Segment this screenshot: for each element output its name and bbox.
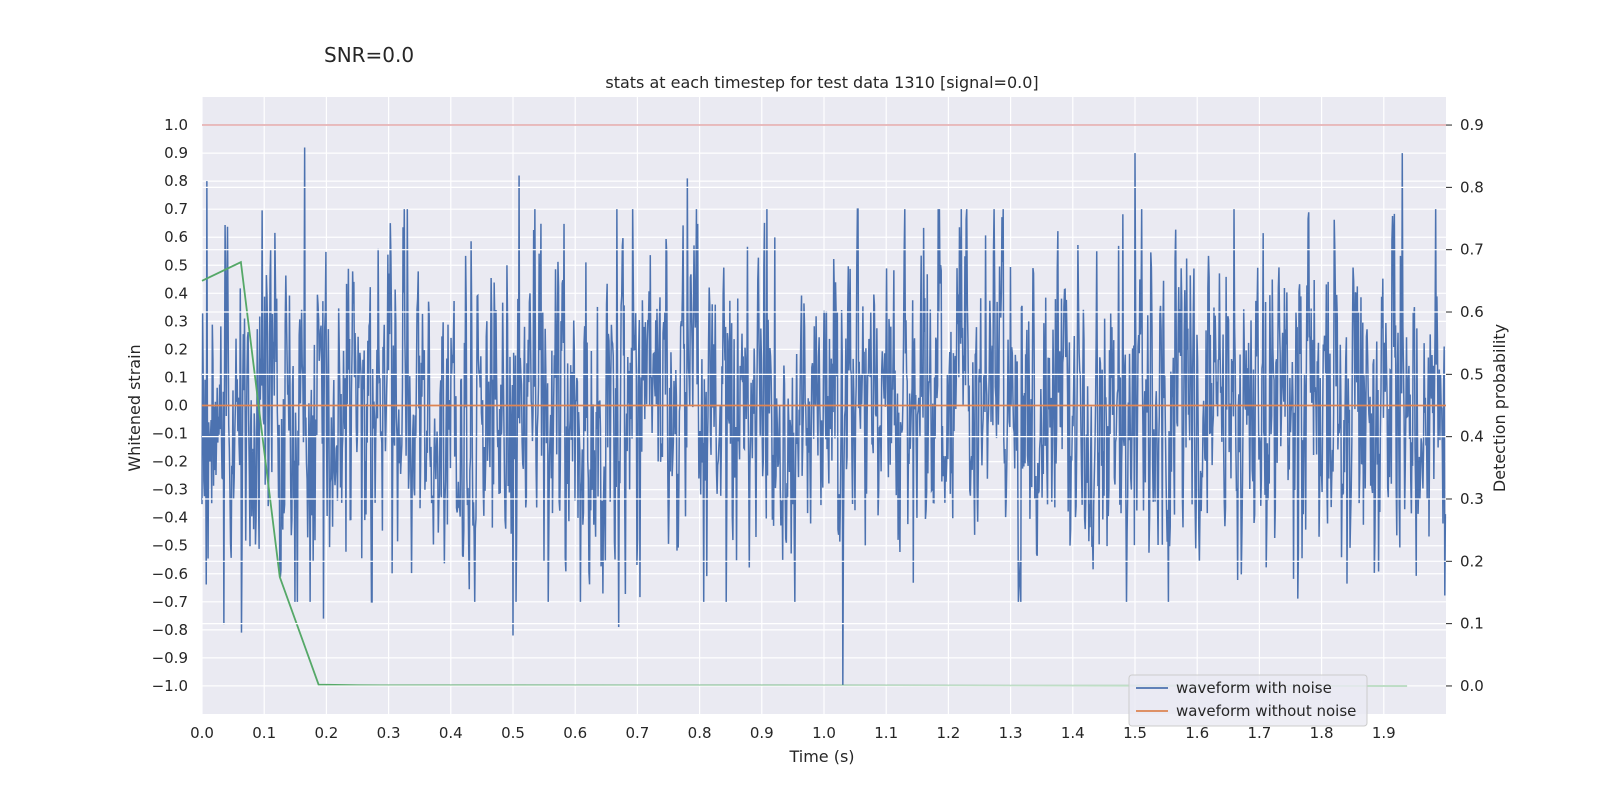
y-tick-label: 0.8 [164,172,188,190]
y-tick-label-right: 0.2 [1460,552,1484,570]
y-tick-label: −0.9 [152,649,188,667]
y-tick-label: 0.1 [164,368,188,386]
y-tick-label-right: 0.3 [1460,490,1484,508]
x-ticks: 0.0 0.1 0.2 0.3 0.4 0.5 0.6 0.7 0.8 0.9 1.0 1.1 1.2 1… [190,724,1396,742]
y-tick-label-right: 0.6 [1460,303,1484,321]
x-tick-label: 1.7 [1247,724,1271,742]
x-tick-label: 1.4 [1061,724,1085,742]
x-tick-label: 0.2 [314,724,338,742]
x-axis-label: Time (s) [788,747,854,766]
y-tick-label: −0.6 [152,565,188,583]
y-tick-label: −0.5 [152,537,188,555]
x-tick-label: 1.0 [812,724,836,742]
legend-entry-waveform-without-noise: waveform without noise [1176,702,1356,720]
y-tick-label: 0.2 [164,340,188,358]
y-tick-label: 0.4 [164,284,188,302]
y-tick-label: −0.1 [152,425,188,443]
x-tick-label: 0.6 [563,724,587,742]
y-tick-label-right: 0.0 [1460,677,1484,695]
y-tick-label: −1.0 [152,677,188,695]
x-tick-label: 0.0 [190,724,214,742]
y-tick-label: −0.7 [152,593,188,611]
y-tick-label-right: 0.8 [1460,178,1484,196]
x-tick-label: 0.1 [252,724,276,742]
y-tick-label: 0.5 [164,256,188,274]
legend: waveform with noise waveform without noi… [1128,674,1368,727]
figure-suptitle: SNR=0.0 [324,43,414,67]
legend-box [1128,674,1368,727]
y-tick-label-right: 0.4 [1460,428,1484,446]
y-ticks-right: 0.9 0.8 0.7 0.6 0.5 0.4 0.3 0.2 0.1 0.0 [1446,116,1484,695]
y-ticks: 1.0 0.9 0.8 0.7 0.6 0.5 0.4 0.3 0.2 0.1 0.0 −0.1 −0.… [152,116,188,695]
x-tick-label: 1.5 [1123,724,1147,742]
y-tick-label: 0.0 [164,397,188,415]
y-tick-label: −0.2 [152,453,188,471]
x-tick-label: 1.6 [1185,724,1209,742]
x-tick-label: 1.3 [999,724,1023,742]
y-axis-label-right: Detection probability [1490,324,1509,492]
chart-title: stats at each timestep for test data 131… [605,73,1038,92]
x-tick-label: 1.9 [1372,724,1396,742]
x-tick-label: 0.3 [377,724,401,742]
legend-entry-waveform-with-noise: waveform with noise [1176,679,1332,697]
right-gridlines [202,124,1446,687]
y-tick-label-right: 0.5 [1460,365,1484,383]
x-tick-label: 1.2 [936,724,960,742]
x-tick-label: 0.9 [750,724,774,742]
x-tick-label: 0.5 [501,724,525,742]
y-tick-label: −0.4 [152,509,188,527]
x-tick-label: 1.8 [1310,724,1334,742]
x-tick-label: 0.4 [439,724,463,742]
y-tick-label: −0.3 [152,481,188,499]
y-tick-label: −0.8 [152,621,188,639]
y-tick-label: 0.3 [164,312,188,330]
x-tick-label: 1.1 [874,724,898,742]
y-tick-label: 0.7 [164,200,188,218]
x-tick-label: 0.7 [625,724,649,742]
x-tick-label: 0.8 [688,724,712,742]
y-tick-label-right: 0.1 [1460,615,1484,633]
y-tick-label-right: 0.7 [1460,241,1484,259]
y-axis-label: Whitened strain [125,344,144,471]
y-tick-label: 0.9 [164,144,188,162]
y-tick-label-right: 0.9 [1460,116,1484,134]
y-tick-label: 1.0 [164,116,188,134]
y-tick-label: 0.6 [164,228,188,246]
